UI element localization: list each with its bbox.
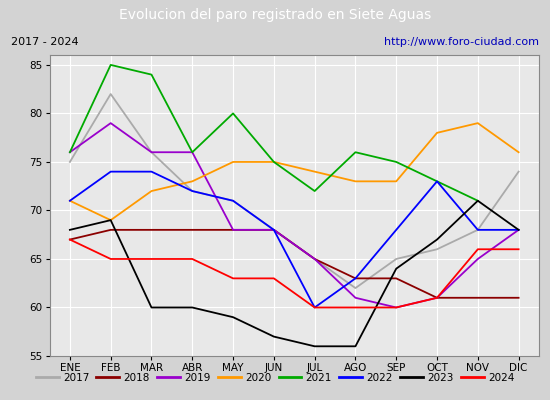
Legend: 2017, 2018, 2019, 2020, 2021, 2022, 2023, 2024: 2017, 2018, 2019, 2020, 2021, 2022, 2023… — [31, 369, 519, 387]
Text: 2017 - 2024: 2017 - 2024 — [11, 37, 79, 47]
Text: http://www.foro-ciudad.com: http://www.foro-ciudad.com — [384, 37, 539, 47]
Text: Evolucion del paro registrado en Siete Aguas: Evolucion del paro registrado en Siete A… — [119, 8, 431, 22]
